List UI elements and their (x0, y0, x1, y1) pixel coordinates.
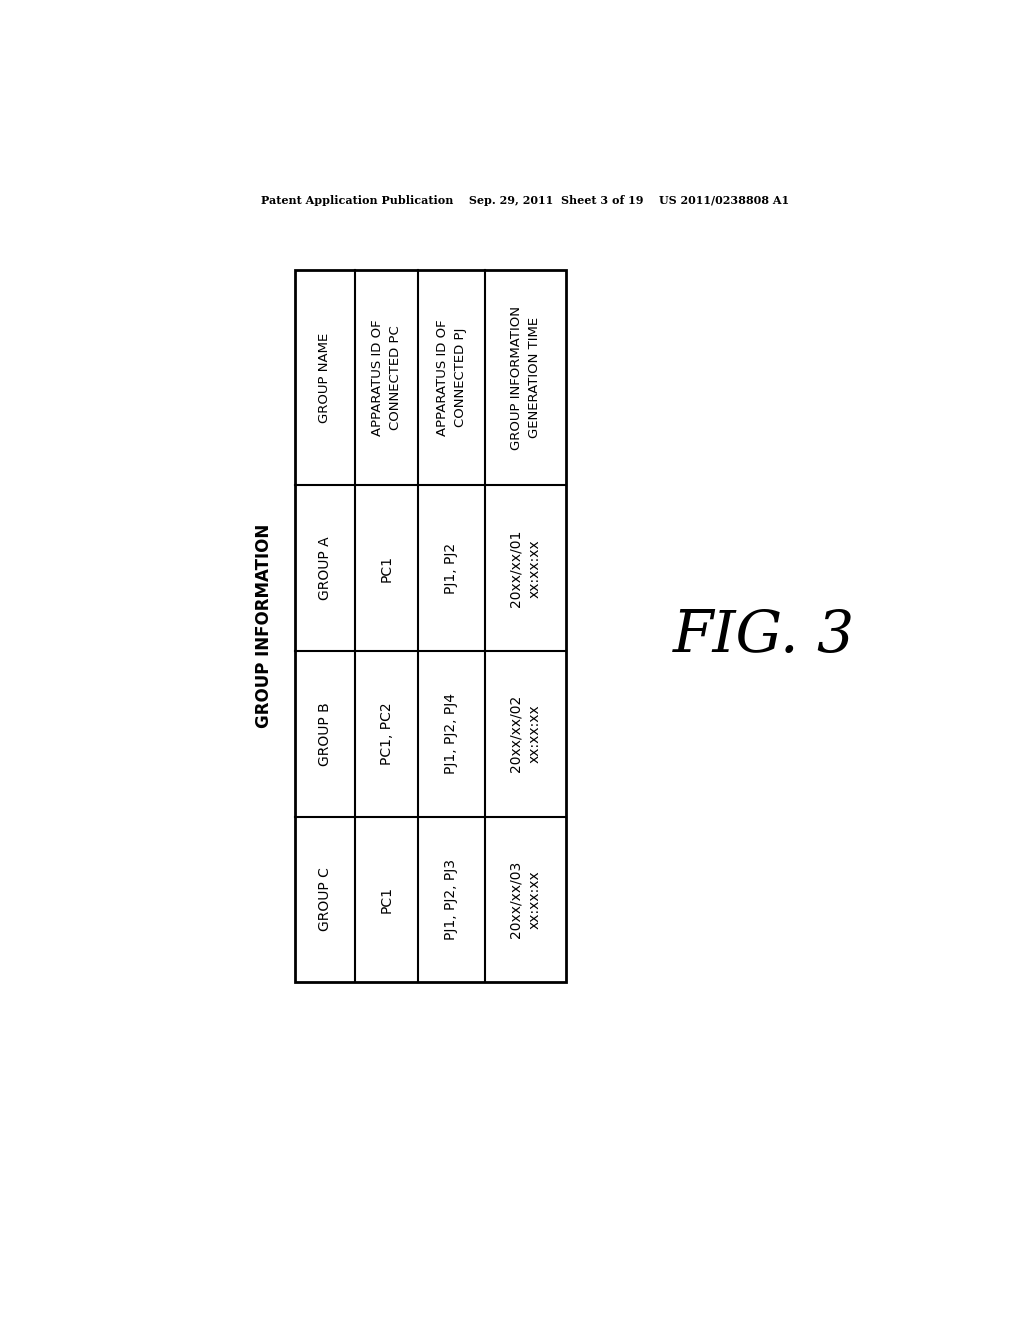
Text: GROUP A: GROUP A (317, 536, 332, 601)
Text: GROUP INFORMATION: GROUP INFORMATION (255, 524, 272, 729)
Text: APPARATUS ID OF
CONNECTED PC: APPARATUS ID OF CONNECTED PC (371, 319, 402, 436)
Text: GROUP B: GROUP B (317, 702, 332, 766)
Text: 20xx/xx/02
xx:xx:xx: 20xx/xx/02 xx:xx:xx (509, 696, 542, 772)
Text: GROUP INFORMATION
GENERATION TIME: GROUP INFORMATION GENERATION TIME (510, 306, 541, 450)
Text: PC1: PC1 (380, 554, 393, 582)
Text: PC1, PC2: PC1, PC2 (380, 702, 393, 766)
Bar (295, 271, 566, 982)
Text: 20xx/xx/01
xx:xx:xx: 20xx/xx/01 xx:xx:xx (509, 529, 542, 607)
Text: GROUP NAME: GROUP NAME (318, 333, 331, 422)
Text: PC1: PC1 (380, 886, 393, 913)
Text: PJ1, PJ2, PJ3: PJ1, PJ2, PJ3 (444, 859, 459, 940)
Text: PJ1, PJ2, PJ4: PJ1, PJ2, PJ4 (444, 693, 459, 775)
Text: PJ1, PJ2: PJ1, PJ2 (444, 543, 459, 594)
Text: 20xx/xx/03
xx:xx:xx: 20xx/xx/03 xx:xx:xx (509, 861, 542, 939)
Text: APPARATUS ID OF
CONNECTED PJ: APPARATUS ID OF CONNECTED PJ (436, 319, 467, 436)
Text: GROUP C: GROUP C (317, 867, 332, 932)
Text: Patent Application Publication    Sep. 29, 2011  Sheet 3 of 19    US 2011/023880: Patent Application Publication Sep. 29, … (261, 195, 788, 206)
Text: FIG. 3: FIG. 3 (673, 607, 855, 664)
